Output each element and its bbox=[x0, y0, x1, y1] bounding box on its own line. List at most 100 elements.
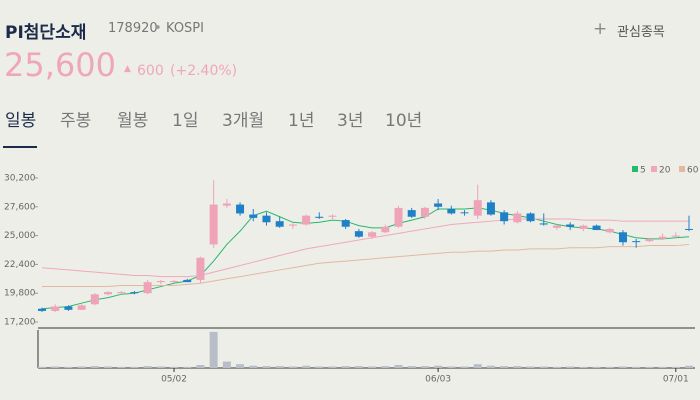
candle-body bbox=[288, 224, 297, 226]
period-tab[interactable]: 일봉 bbox=[5, 111, 37, 131]
volume-bar bbox=[302, 365, 311, 368]
volume-bar bbox=[130, 366, 139, 368]
volume-bar bbox=[38, 366, 46, 368]
volume-bar bbox=[618, 366, 627, 368]
volume-bar bbox=[486, 365, 495, 368]
candle-body bbox=[143, 282, 152, 294]
moving-average bbox=[41, 218, 689, 278]
candle-body bbox=[645, 238, 654, 242]
volume-bar bbox=[328, 366, 337, 368]
candle-body bbox=[156, 281, 165, 283]
plus-icon[interactable]: + bbox=[593, 19, 608, 39]
volume-bar bbox=[579, 366, 588, 368]
volume-bar bbox=[64, 366, 73, 368]
candle-body bbox=[513, 213, 522, 223]
period-tab[interactable]: 주봉 bbox=[60, 111, 92, 131]
volume-bar bbox=[645, 366, 654, 368]
y-tick-label: 25,000 bbox=[4, 231, 36, 241]
volume-bar bbox=[236, 364, 245, 368]
volume-bar bbox=[249, 365, 258, 368]
x-tick-label: 07/01 bbox=[663, 375, 689, 385]
candle-body bbox=[236, 204, 245, 214]
candle-body bbox=[222, 203, 231, 206]
candle-body bbox=[447, 208, 456, 214]
volume-bar bbox=[288, 366, 297, 368]
tab-underline bbox=[3, 146, 37, 148]
x-tick-label: 05/02 bbox=[161, 375, 187, 385]
y-tick-label: 17,200 bbox=[4, 318, 36, 328]
volume-bar bbox=[117, 366, 126, 368]
change-rate: (+2.40%) bbox=[170, 63, 238, 79]
y-tick-label: 27,600 bbox=[4, 202, 36, 212]
y-tick-label: 30,200 bbox=[4, 173, 36, 183]
period-tab[interactable]: 1일 bbox=[172, 111, 199, 131]
period-tab[interactable]: 3년 bbox=[337, 111, 364, 131]
candle-body bbox=[526, 213, 535, 222]
volume-bar bbox=[156, 366, 165, 368]
candle-body bbox=[605, 228, 614, 233]
candle-body bbox=[394, 207, 403, 227]
volume-bar bbox=[104, 366, 113, 368]
price-change: 600 bbox=[137, 63, 164, 79]
volume-bar bbox=[513, 366, 522, 368]
candle-body bbox=[486, 202, 495, 215]
candle-body bbox=[77, 305, 86, 310]
volume-bar bbox=[315, 366, 324, 368]
candle-body bbox=[209, 204, 218, 245]
period-tab[interactable]: 10년 bbox=[385, 111, 423, 131]
up-arrow: ▲ bbox=[124, 64, 131, 74]
candle-body bbox=[170, 281, 179, 283]
candle-body bbox=[183, 279, 192, 283]
volume-bar bbox=[539, 366, 548, 368]
candle-body bbox=[104, 292, 113, 295]
volume-bar bbox=[420, 366, 429, 368]
x-tick-label: 06/03 bbox=[425, 375, 451, 385]
candle-body bbox=[249, 214, 258, 218]
candle-body bbox=[130, 292, 139, 294]
legend-label: 20 bbox=[659, 166, 671, 176]
volume-bar bbox=[394, 364, 403, 368]
y-tick-label: 22,400 bbox=[4, 260, 36, 270]
candle-body bbox=[539, 223, 548, 225]
volume-bar bbox=[196, 364, 205, 368]
volume-bar bbox=[685, 365, 693, 368]
watch-button[interactable]: 관심종목 bbox=[617, 25, 665, 40]
volume-bar bbox=[632, 366, 641, 368]
period-tab[interactable]: 3개월 bbox=[222, 111, 265, 131]
volume-bar bbox=[90, 366, 99, 368]
candle-body bbox=[90, 294, 99, 305]
candle-body bbox=[341, 220, 350, 227]
volume-bar bbox=[77, 366, 86, 368]
period-tab[interactable]: 1년 bbox=[288, 111, 315, 131]
market: KOSPI bbox=[166, 21, 204, 36]
volume-bar bbox=[143, 366, 152, 368]
candle-body bbox=[368, 232, 377, 237]
legend-label: 60 bbox=[687, 166, 699, 176]
candle-body bbox=[315, 216, 324, 218]
candle-body bbox=[566, 224, 575, 227]
candle-body bbox=[671, 235, 680, 237]
candle-body bbox=[51, 306, 60, 311]
stock-name: PI첨단소재 bbox=[5, 23, 87, 43]
volume-bar bbox=[209, 331, 218, 368]
volume-bar bbox=[368, 366, 377, 368]
volume-bar bbox=[460, 366, 469, 368]
candle-body bbox=[64, 306, 73, 310]
volume-bar bbox=[183, 366, 192, 368]
volume-bar bbox=[407, 366, 416, 368]
candle-body bbox=[420, 207, 429, 217]
candle-body bbox=[196, 257, 205, 280]
legend-label: 5 bbox=[640, 166, 646, 176]
candle-body bbox=[275, 221, 284, 227]
period-tab[interactable]: 월봉 bbox=[117, 111, 149, 131]
moving-average bbox=[42, 243, 690, 288]
volume-bar bbox=[222, 361, 231, 368]
volume-bar bbox=[434, 365, 443, 368]
candle-body bbox=[302, 215, 311, 225]
volume-bar bbox=[500, 366, 509, 368]
volume-bar bbox=[262, 366, 271, 368]
candle-body bbox=[381, 226, 390, 233]
y-tick-label: 19,800 bbox=[4, 289, 36, 299]
candle-body bbox=[262, 215, 271, 223]
